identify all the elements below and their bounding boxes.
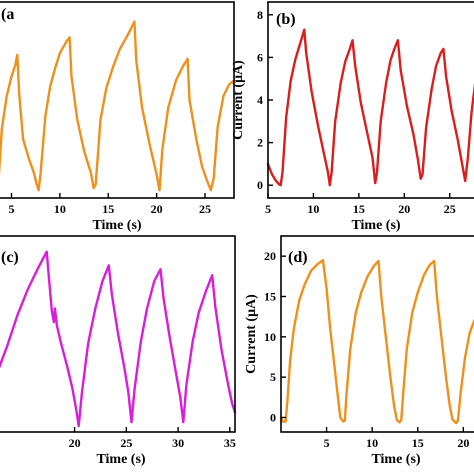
panel-label: (b) — [276, 11, 296, 28]
x-axis-title: Time (s) — [371, 452, 420, 467]
y-tick-label: 4 — [257, 93, 263, 107]
y-tick-label: 0 — [257, 178, 263, 192]
y-axis-title: Current (μA) — [231, 60, 246, 140]
x-tick-label: 20 — [457, 436, 469, 450]
y-axis-title: Current (μA) — [244, 294, 259, 374]
x-tick-label: 15 — [412, 436, 424, 450]
panel-4: 5 10 15 20 0 5 10 15 20 Time (s) Current (μA) (d) — [244, 235, 474, 467]
x-tick-label: 5 — [265, 202, 271, 216]
y-tick-label: 20 — [264, 249, 276, 263]
plot-frame — [267, 1, 474, 199]
y-tick-label: 6 — [257, 50, 263, 64]
x-tick-label: 20 — [398, 202, 410, 216]
y-tick-label: 2 — [257, 136, 263, 150]
panel-3: 20 25 30 35 Time (s) (c) — [0, 235, 237, 467]
x-tick-label: 25 — [120, 436, 132, 450]
x-tick-label: 10 — [54, 202, 66, 216]
series-line — [0, 20, 236, 192]
panel-1: 5 10 15 20 25 Time (s) (a — [0, 1, 236, 233]
x-tick-label: 15 — [353, 202, 365, 216]
y-tick-label: 0 — [270, 410, 276, 424]
panel-2: 5 10 15 20 25 0 2 4 6 8 Time (s) Current (μA) (b) — [231, 1, 474, 233]
panel-label: (d) — [288, 249, 308, 266]
plot-frame — [0, 235, 236, 433]
y-tick-label: 8 — [257, 8, 263, 22]
x-tick-label: 20 — [151, 202, 163, 216]
x-tick-label: 35 — [224, 436, 236, 450]
x-tick-label: 25 — [444, 202, 456, 216]
x-tick-label: 25 — [199, 202, 211, 216]
x-axis-title: Time (s) — [351, 218, 400, 233]
panel-label: (a — [1, 6, 14, 23]
series-line — [266, 28, 474, 187]
x-tick-label: 10 — [307, 202, 319, 216]
x-tick-label: 10 — [366, 436, 378, 450]
y-tick-label: 5 — [270, 370, 276, 384]
plot-frame — [280, 235, 474, 433]
y-tick-label: 10 — [264, 330, 276, 344]
x-axis-title: Time (s) — [92, 218, 141, 233]
panel-label: (c) — [1, 249, 19, 266]
x-tick-label: 20 — [69, 436, 81, 450]
series-line — [279, 259, 474, 425]
series-line — [0, 250, 237, 428]
x-tick-label: 5 — [9, 202, 15, 216]
x-tick-label: 30 — [172, 436, 184, 450]
y-tick-label: 15 — [264, 289, 276, 303]
x-axis-title: Time (s) — [96, 452, 145, 467]
x-tick-label: 15 — [102, 202, 114, 216]
x-tick-label: 5 — [324, 436, 330, 450]
plot-frame — [0, 1, 235, 199]
